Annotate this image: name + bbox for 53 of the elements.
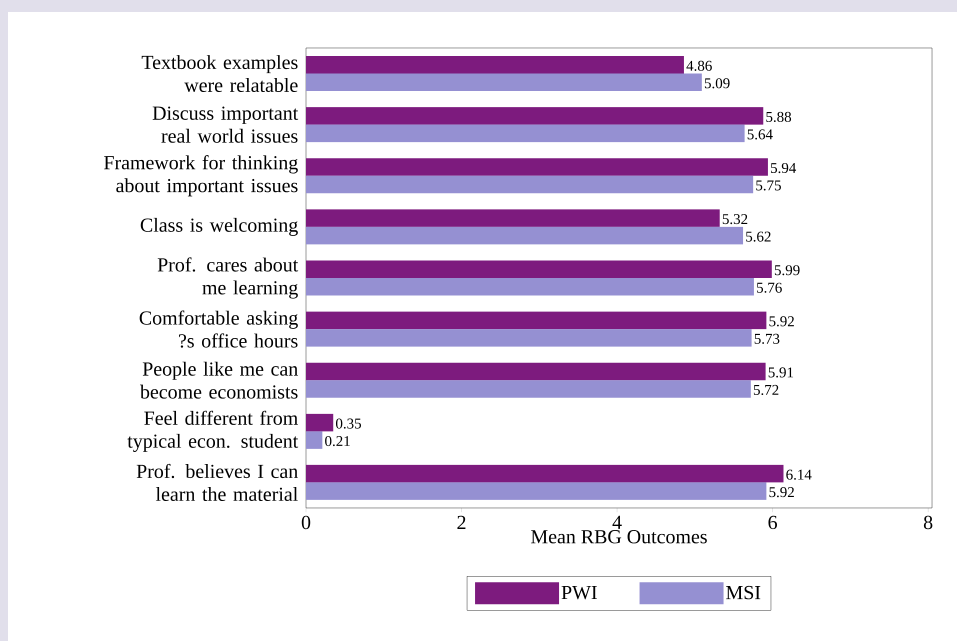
data-label: 5.76 [757,282,782,293]
bar [306,158,768,176]
y-tick-label: Comfortable asking ?s office hours [140,310,298,348]
data-label: 5.88 [766,112,792,122]
data-label: 6.14 [786,470,812,480]
bar [306,380,751,398]
x-tick-label: 2 [457,516,466,529]
bar [306,278,754,296]
x-tick-label: 6 [768,516,777,530]
data-label: 5.92 [769,487,794,498]
legend-label: PWI [562,586,597,600]
data-label: 5.91 [768,367,794,378]
data-label: 5.09 [704,78,730,88]
data-label: 5.64 [748,129,773,140]
x-tick-label: 8 [924,516,932,530]
y-tick-label: Textbook examples were relatable [142,55,298,92]
data-label: 0.35 [336,418,361,429]
y-tick-label: People like me can become economists [140,362,298,399]
x-axis-title: Mean RBG Outcomes [531,530,707,544]
bar [306,56,684,74]
bar [306,209,720,227]
bar [306,107,764,125]
data-label: 5.75 [756,180,781,191]
data-label: 5.72 [754,384,778,396]
bar [306,464,784,482]
data-label: 5.99 [774,265,800,276]
bar [306,329,752,347]
y-tick-label: Feel different from typical econ. student [127,410,298,452]
x-tick-label: 0 [302,516,310,530]
bar [306,414,334,432]
legend-label: MSI [726,586,760,600]
data-label: 5.62 [746,232,771,242]
x-tick-label: 4 [612,516,622,529]
y-tick-label: Class is welcoming [140,218,298,236]
bar [306,312,766,330]
bar [306,124,745,142]
bar [306,260,772,278]
bar [306,362,766,380]
data-label: 5.73 [754,334,780,344]
bar [306,74,702,92]
data-label: 5.92 [769,316,794,326]
y-tick-label: Prof. believes I can learn the material [136,464,298,501]
bar [306,176,754,194]
y-tick-label: Prof. cares about me learning [158,257,298,299]
data-label: 0.21 [325,436,350,446]
bar [306,431,322,449]
y-tick-label: Framework for thinking about important issues [104,155,298,196]
data-label: 5.94 [771,162,796,174]
bar [306,482,766,500]
y-tick-label: Discuss important real world issues [152,106,298,143]
bar [306,226,744,244]
data-label: 5.32 [722,214,748,224]
data-label: 4.86 [686,60,712,71]
